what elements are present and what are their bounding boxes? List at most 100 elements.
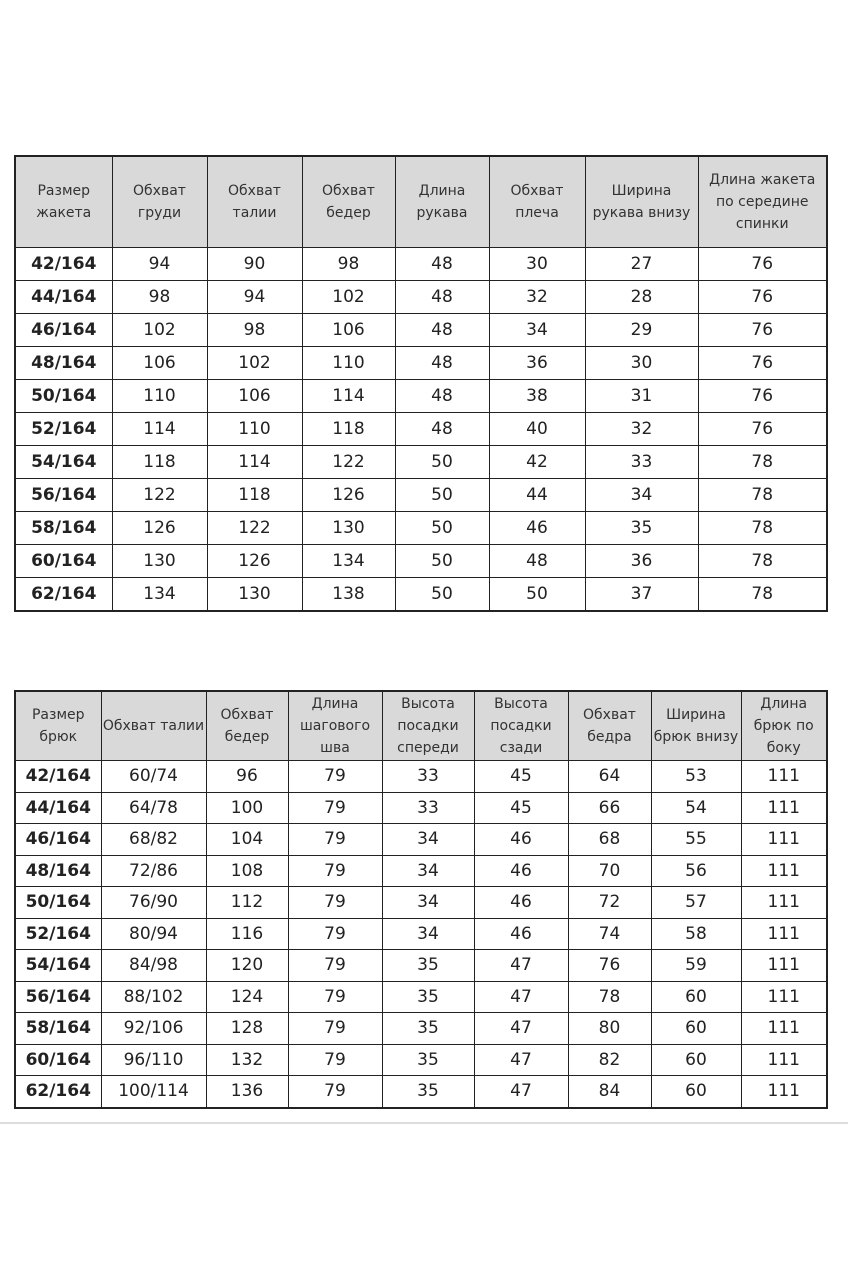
value-cell: 110 xyxy=(301,346,396,380)
value-cell: 34 xyxy=(381,886,475,919)
column-header: Ширина рукава внизу xyxy=(584,155,699,248)
value-cell: 78 xyxy=(567,980,652,1013)
value-cell: 79 xyxy=(287,949,383,982)
value-cell: 138 xyxy=(301,577,396,612)
table-row: 54/164 84/98 120 79 35 47 76 59 111 xyxy=(14,949,828,982)
value-cell: 29 xyxy=(584,313,699,347)
value-cell: 79 xyxy=(287,1012,383,1045)
size-cell: 44/164 xyxy=(14,280,113,314)
value-cell: 94 xyxy=(111,247,208,281)
value-cell: 54 xyxy=(650,791,742,824)
value-cell: 74 xyxy=(567,917,652,950)
value-cell: 124 xyxy=(205,980,289,1013)
size-cell: 48/164 xyxy=(14,854,102,887)
table-row: 52/164 80/94 116 79 34 46 74 58 111 xyxy=(14,917,828,950)
value-cell: 72 xyxy=(567,886,652,919)
value-cell: 94 xyxy=(206,280,303,314)
value-cell: 76 xyxy=(697,412,828,446)
value-cell: 118 xyxy=(111,445,208,479)
table-row: 50/164 110 106 114 48 38 31 76 xyxy=(14,379,828,413)
value-cell: 130 xyxy=(301,511,396,545)
table-row: 50/164 76/90 112 79 34 46 72 57 111 xyxy=(14,886,828,919)
value-cell: 111 xyxy=(740,917,828,950)
value-cell: 111 xyxy=(740,1043,828,1076)
value-cell: 130 xyxy=(206,577,303,612)
table-row: 58/164 92/106 128 79 35 47 80 60 111 xyxy=(14,1012,828,1045)
value-cell: 79 xyxy=(287,854,383,887)
column-header: Обхват плеча xyxy=(488,155,586,248)
value-cell: 76 xyxy=(697,247,828,281)
size-cell: 60/164 xyxy=(14,1043,102,1076)
value-cell: 111 xyxy=(740,1075,828,1108)
table-row: 48/164 106 102 110 48 36 30 76 xyxy=(14,346,828,380)
column-header: Обхват бедер xyxy=(301,155,396,248)
value-cell: 116 xyxy=(205,917,289,950)
value-cell: 27 xyxy=(584,247,699,281)
value-cell: 96 xyxy=(205,760,289,793)
value-cell: 76/90 xyxy=(100,886,207,919)
value-cell: 36 xyxy=(488,346,586,380)
value-cell: 110 xyxy=(111,379,208,413)
size-cell: 52/164 xyxy=(14,412,113,446)
value-cell: 122 xyxy=(111,478,208,512)
value-cell: 46 xyxy=(473,823,569,856)
value-cell: 100/114 xyxy=(100,1075,207,1108)
value-cell: 111 xyxy=(740,760,828,793)
value-cell: 79 xyxy=(287,760,383,793)
value-cell: 106 xyxy=(111,346,208,380)
table-row: 42/164 94 90 98 48 30 27 76 xyxy=(14,247,828,281)
value-cell: 126 xyxy=(111,511,208,545)
value-cell: 46 xyxy=(473,917,569,950)
size-cell: 54/164 xyxy=(14,445,113,479)
value-cell: 35 xyxy=(381,980,475,1013)
value-cell: 34 xyxy=(381,854,475,887)
value-cell: 84/98 xyxy=(100,949,207,982)
value-cell: 111 xyxy=(740,949,828,982)
size-cell: 60/164 xyxy=(14,544,113,578)
table-row: 56/164 88/102 124 79 35 47 78 60 111 xyxy=(14,980,828,1013)
value-cell: 130 xyxy=(111,544,208,578)
value-cell: 48 xyxy=(394,247,490,281)
value-cell: 47 xyxy=(473,1075,569,1108)
table-row: 62/164 100/114 136 79 35 47 84 60 111 xyxy=(14,1075,828,1108)
value-cell: 57 xyxy=(650,886,742,919)
value-cell: 98 xyxy=(111,280,208,314)
value-cell: 35 xyxy=(381,1012,475,1045)
value-cell: 47 xyxy=(473,949,569,982)
value-cell: 56 xyxy=(650,854,742,887)
table-row: 60/164 130 126 134 50 48 36 78 xyxy=(14,544,828,578)
value-cell: 46 xyxy=(488,511,586,545)
value-cell: 38 xyxy=(488,379,586,413)
value-cell: 114 xyxy=(111,412,208,446)
value-cell: 50 xyxy=(394,577,490,612)
value-cell: 78 xyxy=(697,478,828,512)
value-cell: 79 xyxy=(287,886,383,919)
value-cell: 126 xyxy=(301,478,396,512)
value-cell: 126 xyxy=(206,544,303,578)
value-cell: 110 xyxy=(206,412,303,446)
value-cell: 76 xyxy=(697,346,828,380)
value-cell: 45 xyxy=(473,760,569,793)
value-cell: 50 xyxy=(488,577,586,612)
value-cell: 111 xyxy=(740,886,828,919)
divider xyxy=(0,1122,848,1124)
value-cell: 114 xyxy=(206,445,303,479)
size-cell: 48/164 xyxy=(14,346,113,380)
column-header: Обхват талии xyxy=(206,155,303,248)
value-cell: 102 xyxy=(206,346,303,380)
value-cell: 108 xyxy=(205,854,289,887)
value-cell: 76 xyxy=(567,949,652,982)
value-cell: 34 xyxy=(488,313,586,347)
size-cell: 50/164 xyxy=(14,379,113,413)
value-cell: 59 xyxy=(650,949,742,982)
value-cell: 48 xyxy=(394,280,490,314)
value-cell: 35 xyxy=(381,1043,475,1076)
value-cell: 34 xyxy=(381,823,475,856)
value-cell: 60 xyxy=(650,980,742,1013)
value-cell: 60/74 xyxy=(100,760,207,793)
column-header: Длина шагового шва xyxy=(287,690,383,761)
column-header: Высота посадки спереди xyxy=(381,690,475,761)
size-cell: 54/164 xyxy=(14,949,102,982)
column-header: Ширина брюк внизу xyxy=(650,690,742,761)
value-cell: 48 xyxy=(394,412,490,446)
